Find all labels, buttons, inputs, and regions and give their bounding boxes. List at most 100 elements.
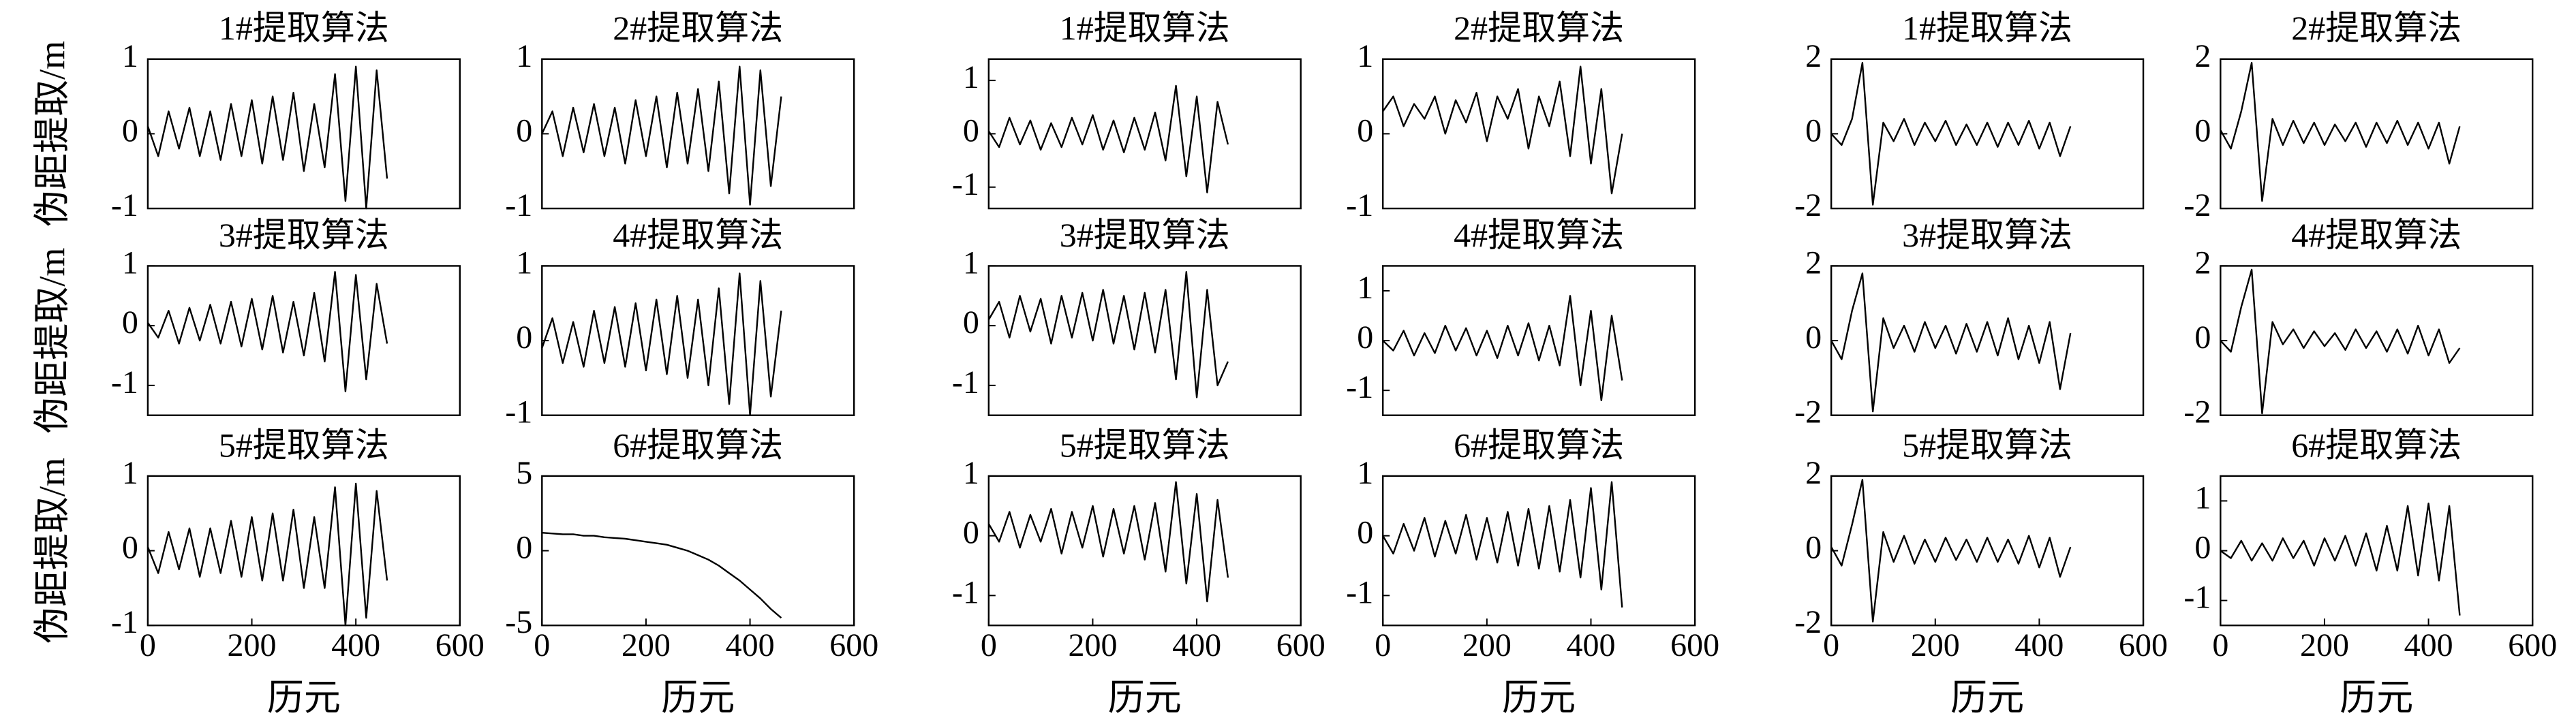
y-tick-label: 0 — [1357, 112, 1373, 148]
subplot-title: 6#提取算法 — [2291, 426, 2462, 464]
subplot-title: 1#提取算法 — [1902, 9, 2072, 47]
y-axis-label: 伪距提取/m — [31, 458, 72, 644]
x-axis-label: 历元 — [1108, 678, 1182, 719]
x-axis-label: 历元 — [267, 678, 341, 719]
subplot-title: 6#提取算法 — [1454, 426, 1624, 464]
y-tick-label: -1 — [1346, 187, 1373, 223]
axes-frame — [147, 265, 461, 416]
axes-frame — [541, 475, 855, 627]
y-tick-label: -1 — [952, 166, 979, 202]
y-tick-label: -1 — [111, 187, 138, 223]
y-tick-label: 1 — [122, 455, 138, 491]
x-tick-label: 400 — [1566, 627, 1615, 663]
y-tick-label: -2 — [1794, 394, 1822, 430]
series-line — [1830, 479, 2072, 623]
y-tick-label: 1 — [963, 455, 979, 491]
y-tick-label: 0 — [516, 319, 532, 356]
axes-frame — [1830, 58, 2145, 210]
axes-frame — [1830, 265, 2145, 416]
y-tick-label: 1 — [122, 38, 138, 74]
x-tick-label: 0 — [981, 627, 997, 663]
x-tick-label: 600 — [1276, 627, 1325, 663]
y-tick-label: 0 — [1805, 319, 1822, 356]
y-tick-label: 0 — [963, 515, 979, 551]
y-tick-label: -1 — [952, 574, 979, 610]
y-tick-label: 0 — [2194, 112, 2211, 148]
subplot-title: 5#提取算法 — [219, 426, 389, 464]
y-tick-label: -1 — [1346, 574, 1373, 610]
axes-frame — [1382, 475, 1696, 627]
x-tick-label: 0 — [2212, 627, 2228, 663]
y-tick-label: -1 — [505, 394, 532, 430]
x-tick-label: 600 — [2119, 627, 2168, 663]
x-axis-label: 历元 — [661, 678, 735, 719]
subplot-title: 4#提取算法 — [613, 216, 783, 254]
x-tick-label: 400 — [2014, 627, 2064, 663]
y-tick-label: 1 — [516, 38, 532, 74]
x-axis-label: 历元 — [2340, 678, 2413, 719]
y-tick-label: -2 — [2183, 187, 2211, 223]
axes-frame — [1830, 475, 2145, 627]
x-tick-label: 0 — [140, 627, 156, 663]
y-tick-label: 2 — [1805, 455, 1822, 491]
x-tick-label: 200 — [228, 627, 277, 663]
y-tick-label: 2 — [1805, 245, 1822, 281]
x-tick-label: 200 — [1911, 627, 1960, 663]
axes-frame — [1382, 58, 1696, 210]
subplot-title: 3#提取算法 — [1902, 216, 2072, 254]
x-axis-label: 历元 — [1950, 678, 2024, 719]
y-tick-label: 1 — [122, 245, 138, 281]
x-tick-label: 200 — [2300, 627, 2349, 663]
y-tick-label: 2 — [2194, 245, 2211, 281]
y-tick-label: 0 — [122, 304, 138, 341]
y-axis-label: 伪距提取/m — [31, 41, 72, 227]
x-tick-label: 600 — [435, 627, 485, 663]
y-tick-label: 0 — [2194, 530, 2211, 566]
series-line — [1830, 272, 2072, 413]
y-tick-label: 2 — [2194, 38, 2211, 74]
y-tick-label: 1 — [2194, 479, 2211, 516]
x-tick-label: 0 — [534, 627, 550, 663]
y-tick-label: -1 — [2183, 580, 2211, 616]
series-line — [542, 532, 782, 619]
x-tick-label: 400 — [1172, 627, 1221, 663]
y-tick-label: 0 — [516, 530, 532, 566]
y-tick-label: 0 — [122, 530, 138, 566]
axes-frame — [1382, 265, 1696, 416]
y-tick-label: 1 — [963, 245, 979, 281]
subplot-title: 5#提取算法 — [1060, 426, 1230, 464]
series-line — [2220, 268, 2461, 415]
subplot-title: 6#提取算法 — [613, 426, 783, 464]
y-tick-label: 1 — [1357, 455, 1373, 491]
y-tick-label: -2 — [1794, 187, 1822, 223]
y-tick-label: 0 — [1357, 319, 1373, 356]
y-tick-label: 1 — [1357, 38, 1373, 74]
series-line — [1382, 481, 1623, 608]
x-tick-label: 200 — [622, 627, 671, 663]
x-tick-label: 200 — [1068, 627, 1117, 663]
x-tick-label: 400 — [2404, 627, 2453, 663]
x-axis-label: 历元 — [1502, 678, 1576, 719]
axes-frame — [987, 475, 1302, 627]
y-tick-label: -1 — [952, 364, 979, 400]
series-line — [541, 65, 782, 206]
subplot-title: 1#提取算法 — [1060, 9, 1230, 47]
series-line — [541, 272, 782, 416]
series-line — [2220, 502, 2461, 616]
y-tick-label: -5 — [505, 604, 532, 640]
series-line — [1830, 62, 2072, 206]
subplot-title: 2#提取算法 — [2291, 9, 2462, 47]
x-tick-label: 600 — [829, 627, 878, 663]
series-line — [147, 482, 388, 627]
subplot-title: 3#提取算法 — [219, 216, 389, 254]
axes-frame — [2220, 265, 2534, 416]
x-tick-label: 400 — [331, 627, 380, 663]
y-tick-label: 5 — [516, 455, 532, 491]
series-line — [1382, 65, 1623, 195]
series-line — [147, 65, 388, 210]
y-tick-label: 0 — [1805, 112, 1822, 148]
subplot-title: 5#提取算法 — [1902, 426, 2072, 464]
y-tick-label: -1 — [111, 604, 138, 640]
y-tick-label: 0 — [516, 112, 532, 148]
